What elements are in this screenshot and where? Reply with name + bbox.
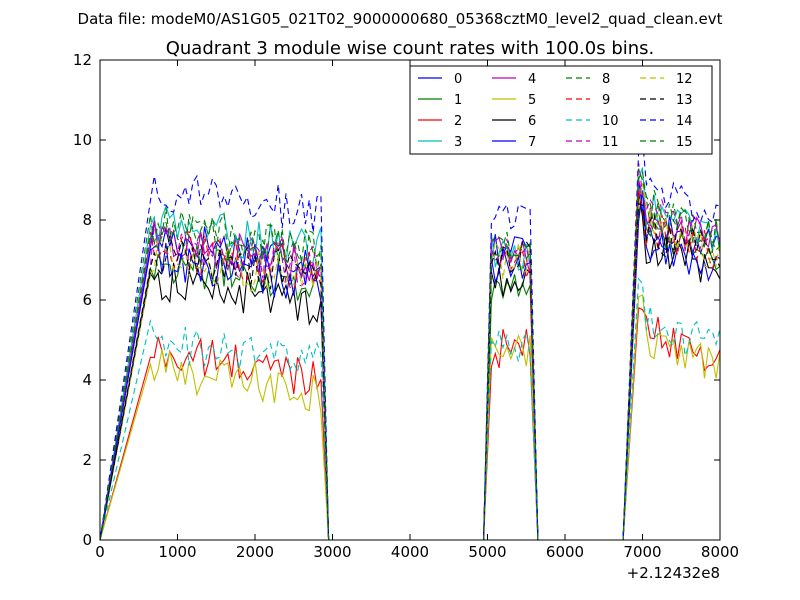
legend-label-1: 1 [454,93,462,108]
x-tick-label: 5000 [468,543,506,561]
y-tick-label: 2 [82,451,92,469]
series-line-5 [100,294,720,540]
x-tick-label: 4000 [391,543,429,561]
legend-label-12: 12 [676,72,693,87]
series-line-7 [100,190,720,540]
y-tick-label: 8 [82,211,92,229]
x-tick-label: 3000 [313,543,351,561]
y-tick-label: 6 [82,291,92,309]
series-line-8 [100,170,720,540]
legend-label-6: 6 [528,114,536,129]
x-tick-label: 1000 [158,543,196,561]
series-line-14 [100,138,720,540]
y-tick-label: 10 [73,131,92,149]
y-tick-label: 0 [82,531,92,549]
y-tick-label: 12 [73,51,92,69]
legend-label-7: 7 [528,135,536,150]
series-line-12 [100,183,720,540]
legend-label-14: 14 [676,114,693,129]
x-tick-label: 7000 [623,543,661,561]
legend-label-4: 4 [528,72,536,87]
series-line-9 [100,190,720,540]
series-line-15 [100,168,720,540]
series-layer [100,138,720,540]
axes-layer: 0 1000 2000 3000 4000 5000 6000 7000 80000246810… [73,51,739,561]
legend-label-10: 10 [602,114,619,129]
data-file-label: Data file: modeM0/AS1G05_021T02_90000006… [78,10,723,29]
x-tick-label: 0 [95,543,105,561]
legend-label-11: 11 [602,135,619,150]
series-line-10 [100,277,720,540]
series-line-13 [100,203,720,540]
legend-label-0: 0 [454,72,462,87]
x-tick-label: 2000 [236,543,274,561]
chart-title: Quadrant 3 module wise count rates with … [166,38,655,59]
legend-label-5: 5 [528,93,536,108]
legend-box [409,65,713,155]
legend-label-3: 3 [454,135,462,150]
legend-label-9: 9 [602,93,610,108]
legend-label-2: 2 [454,114,462,129]
legend-label-13: 13 [676,93,693,108]
x-tick-label: 8000 [701,543,739,561]
legend-label-8: 8 [602,72,610,87]
series-line-2 [100,306,720,540]
y-tick-label: 4 [82,371,92,389]
x-tick-label: 6000 [546,543,584,561]
legend-label-15: 15 [676,135,693,150]
x-offset-label: +2.12432e8 [627,564,720,582]
series-line-11 [100,163,720,540]
